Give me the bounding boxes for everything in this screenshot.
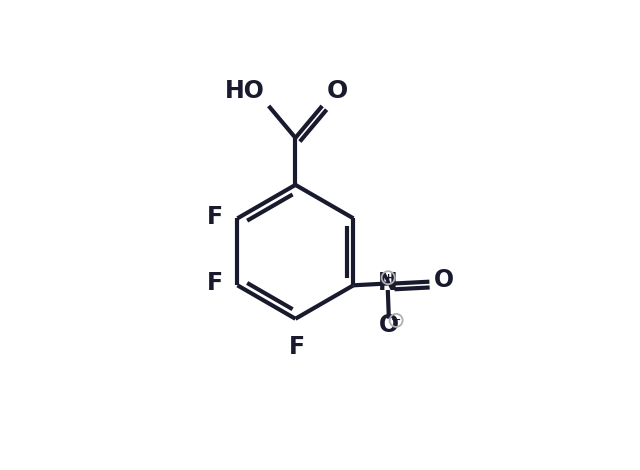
Text: F: F: [207, 272, 223, 296]
Text: O: O: [379, 313, 399, 337]
Text: O: O: [434, 268, 454, 292]
Text: O: O: [327, 79, 348, 103]
Text: HO: HO: [225, 79, 264, 103]
Text: −: −: [391, 314, 401, 327]
Text: F: F: [207, 204, 223, 228]
Text: +: +: [383, 273, 393, 282]
Text: N: N: [378, 272, 397, 296]
Text: F: F: [289, 335, 305, 359]
